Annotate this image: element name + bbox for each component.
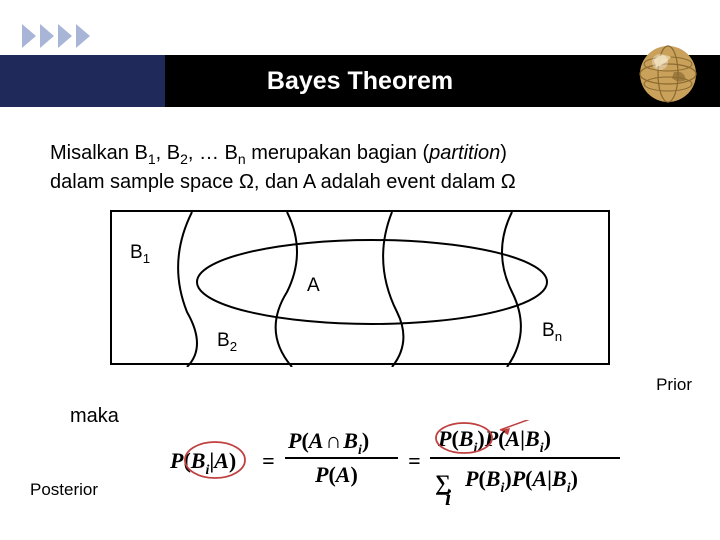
- posterior-label: Posterior: [30, 480, 98, 500]
- nav-arrows-icon: [22, 24, 112, 52]
- subscript: 1: [148, 151, 156, 167]
- bayes-formula: P(Bi|A) = P(A∩Bi) P(A) = P(Bi)P(A|Bi) ∑ …: [170, 420, 630, 515]
- prior-label: Prior: [656, 375, 692, 395]
- svg-text:P(Bi|A): P(Bi|A): [170, 448, 236, 478]
- text-fragment: , … B: [188, 142, 238, 164]
- text-fragment: merupakan bagian (: [246, 142, 429, 164]
- maka-label: maka: [70, 405, 119, 428]
- svg-text:P(A∩Bi): P(A∩Bi): [287, 428, 369, 458]
- body-paragraph: Misalkan B1, B2, … Bn merupakan bagian (…: [50, 140, 670, 196]
- text-italic: partition: [429, 142, 500, 164]
- svg-text:i: i: [445, 485, 452, 510]
- text-fragment: Misalkan B: [50, 142, 148, 164]
- svg-text:=: =: [262, 448, 275, 473]
- label-b1: B1: [130, 242, 150, 266]
- partition-diagram: B1 A B2 Bn: [110, 210, 610, 365]
- subscript: n: [238, 151, 246, 167]
- slide-title: Bayes Theorem: [267, 67, 453, 96]
- subscript: 2: [180, 151, 188, 167]
- header-accent-block: [0, 55, 165, 107]
- text-line: dalam sample space Ω, dan A adalah event…: [50, 171, 516, 193]
- label-b2: B2: [217, 330, 237, 354]
- svg-text:=: =: [408, 448, 421, 473]
- svg-text:P(Bi)P(A|Bi): P(Bi)P(A|Bi): [464, 466, 578, 496]
- diagram-svg: [112, 212, 612, 367]
- svg-text:P(A): P(A): [314, 462, 358, 487]
- text-fragment: , B: [156, 142, 180, 164]
- globe-icon: [636, 42, 700, 106]
- text-fragment: ): [500, 142, 507, 164]
- label-bn: Bn: [542, 320, 562, 344]
- label-a: A: [307, 275, 320, 297]
